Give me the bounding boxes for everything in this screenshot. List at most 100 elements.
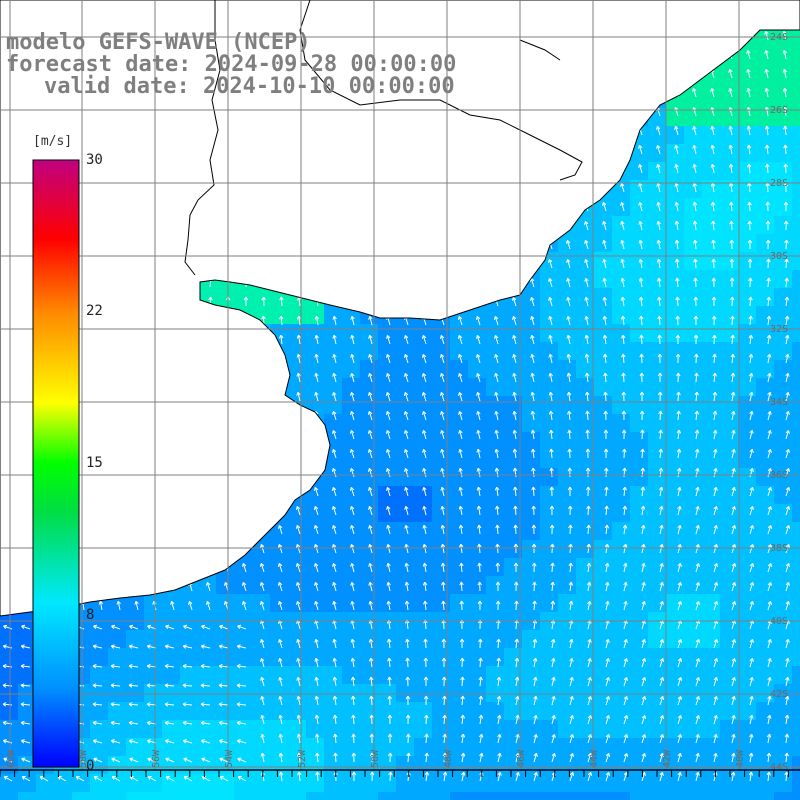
field-cell	[648, 270, 667, 289]
field-cell	[504, 486, 523, 505]
field-cell	[414, 702, 433, 721]
field-cell	[594, 594, 613, 613]
field-cell	[630, 396, 649, 415]
field-cell	[306, 342, 325, 361]
field-cell	[324, 540, 343, 559]
field-cell	[702, 630, 721, 649]
field-cell	[648, 594, 667, 613]
field-cell	[252, 792, 271, 800]
field-cell	[756, 504, 775, 523]
wind-arrow	[638, 182, 643, 193]
field-cell	[774, 432, 793, 451]
title-valid-date: valid date: 2024-10-10 00:00:00	[44, 74, 455, 99]
field-cell	[612, 558, 631, 577]
field-cell	[630, 504, 649, 523]
field-cell	[378, 666, 397, 685]
field-cell	[90, 684, 109, 703]
field-cell	[342, 702, 361, 721]
field-cell	[396, 648, 415, 667]
field-cell	[468, 432, 487, 451]
field-cell	[558, 342, 577, 361]
field-cell	[738, 486, 757, 505]
wind-arrow	[584, 240, 589, 250]
field-cell	[504, 648, 523, 667]
field-cell	[180, 684, 199, 703]
field-cell	[666, 666, 685, 685]
field-cell	[612, 360, 631, 379]
field-cell	[630, 180, 649, 199]
field-cell	[414, 648, 433, 667]
field-cell	[648, 450, 667, 469]
field-cell	[630, 468, 649, 487]
field-cell	[144, 774, 163, 793]
field-cell	[630, 720, 649, 739]
field-cell	[378, 414, 397, 433]
field-cell	[684, 126, 703, 145]
field-cell	[738, 414, 757, 433]
field-cell	[738, 198, 757, 217]
field-cell	[756, 180, 775, 199]
field-cell	[540, 558, 559, 577]
field-cell	[612, 378, 631, 397]
field-cell	[648, 432, 667, 451]
field-cell	[720, 216, 739, 235]
latitude-label: 42S	[770, 689, 788, 700]
field-cell	[522, 774, 541, 793]
field-cell	[468, 342, 487, 361]
field-cell	[486, 774, 505, 793]
wind-arrow	[747, 220, 753, 231]
wind-arrow	[782, 49, 787, 60]
field-cell	[684, 594, 703, 613]
field-cell	[486, 792, 505, 800]
field-cell	[342, 540, 361, 559]
field-cell	[612, 270, 631, 289]
field-cell	[288, 684, 307, 703]
longitude-label: 48W	[443, 749, 454, 768]
wind-arrow	[656, 258, 662, 269]
field-cell	[252, 666, 271, 685]
field-cell	[234, 576, 253, 595]
field-cell	[720, 468, 739, 487]
field-cell	[738, 666, 757, 685]
field-cell	[504, 360, 523, 379]
field-cell	[360, 684, 379, 703]
field-cell	[450, 594, 469, 613]
field-cell	[522, 630, 541, 649]
field-cell	[684, 324, 703, 343]
field-cell	[522, 666, 541, 685]
field-cell	[756, 594, 775, 613]
field-cell	[396, 756, 415, 775]
field-cell	[90, 648, 109, 667]
field-cell	[198, 792, 217, 800]
field-cell	[576, 504, 595, 523]
field-cell	[738, 162, 757, 181]
field-cell	[612, 648, 631, 667]
field-cell	[378, 450, 397, 469]
field-cell	[630, 342, 649, 361]
colorbar-label-0: 0	[86, 758, 95, 774]
field-cell	[144, 630, 163, 649]
field-cell	[738, 576, 757, 595]
field-cell	[702, 558, 721, 577]
field-cell	[558, 558, 577, 577]
field-cell	[324, 504, 343, 523]
field-cell	[576, 306, 595, 325]
field-cell	[432, 774, 451, 793]
field-cell	[738, 702, 757, 721]
field-cell	[414, 738, 433, 757]
field-cell	[666, 324, 685, 343]
colorbar-label-15: 15	[86, 455, 103, 471]
field-cell	[648, 468, 667, 487]
field-cell	[738, 54, 757, 73]
longitude-label: 44W	[589, 749, 600, 768]
field-cell	[450, 558, 469, 577]
field-cell	[540, 522, 559, 541]
field-cell	[792, 540, 800, 559]
field-cell	[342, 666, 361, 685]
field-cell	[396, 720, 415, 739]
field-cell	[666, 774, 685, 793]
field-cell	[738, 342, 757, 361]
field-cell	[432, 324, 451, 343]
field-cell	[144, 648, 163, 667]
